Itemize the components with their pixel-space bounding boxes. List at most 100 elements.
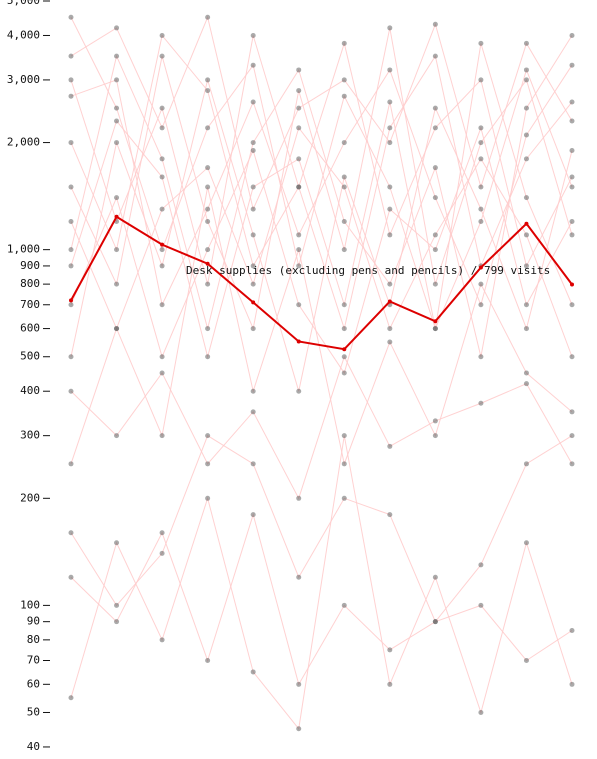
data-dot xyxy=(205,165,211,171)
data-dot xyxy=(523,370,529,376)
y-tick-label: 50 xyxy=(27,705,40,718)
data-dot xyxy=(205,354,211,360)
data-dot xyxy=(387,339,393,345)
data-dot xyxy=(205,495,211,501)
data-dot xyxy=(114,195,120,201)
data-dot xyxy=(114,25,120,31)
data-dot xyxy=(114,602,120,608)
data-dot xyxy=(296,302,302,308)
y-tick-label: 70 xyxy=(27,653,40,666)
data-dot xyxy=(387,99,393,105)
data-dot xyxy=(250,263,256,269)
data-dot xyxy=(387,281,393,287)
data-dot xyxy=(432,574,438,580)
data-dot xyxy=(341,326,347,332)
y-tick-label: 60 xyxy=(27,677,40,690)
background-line xyxy=(70,68,573,359)
highlight-label: Desk supplies (excluding pens and pencil… xyxy=(186,264,550,277)
data-dot xyxy=(205,261,210,266)
y-tick-label: 40 xyxy=(27,740,40,753)
data-dot xyxy=(296,184,302,190)
data-dot xyxy=(432,125,438,131)
data-dot xyxy=(478,354,484,360)
data-dot xyxy=(159,433,165,439)
data-dot xyxy=(114,619,120,625)
data-dot xyxy=(159,302,165,308)
data-dot xyxy=(432,21,438,27)
background-line xyxy=(70,77,573,392)
data-dot xyxy=(387,326,393,332)
data-dot xyxy=(250,147,256,153)
data-dot xyxy=(478,77,484,83)
data-dot xyxy=(296,67,302,73)
data-dot xyxy=(432,165,438,171)
data-dot xyxy=(341,174,347,180)
data-dot xyxy=(478,400,484,406)
data-dot xyxy=(250,32,256,38)
data-dot xyxy=(523,381,529,387)
data-dot xyxy=(68,695,74,701)
data-dot xyxy=(114,53,120,59)
data-dot xyxy=(69,298,73,303)
data-dot xyxy=(523,40,529,46)
data-dot xyxy=(569,354,575,360)
data-dot xyxy=(250,409,256,415)
data-dot xyxy=(68,388,74,394)
data-dot xyxy=(114,105,120,111)
data-dot xyxy=(114,77,120,83)
data-dot xyxy=(478,709,484,715)
data-dot xyxy=(523,540,529,546)
background-line xyxy=(70,186,573,466)
data-dot xyxy=(387,140,393,146)
data-dot xyxy=(250,232,256,238)
background-line xyxy=(70,15,573,211)
data-dot xyxy=(569,32,575,38)
data-dot xyxy=(478,602,484,608)
data-dot xyxy=(387,125,393,131)
data-dot xyxy=(341,93,347,99)
data-dot xyxy=(341,40,347,46)
data-dot xyxy=(250,206,256,212)
background-line xyxy=(70,27,573,331)
y-tick-label: 2,000 xyxy=(7,136,40,149)
data-dot xyxy=(159,174,165,180)
y-tick-label: 400 xyxy=(20,384,40,397)
data-dot xyxy=(432,281,438,287)
y-tick-label: 1,000 xyxy=(7,243,40,256)
data-dot xyxy=(296,574,302,580)
data-dot xyxy=(478,184,484,190)
data-dot xyxy=(341,140,347,146)
y-tick-label: 500 xyxy=(20,350,40,363)
y-tick-label: 5,000 xyxy=(7,0,40,7)
data-dot xyxy=(114,281,120,287)
data-dot xyxy=(68,530,74,536)
data-dot xyxy=(159,263,165,269)
background-line xyxy=(70,434,573,623)
data-dot xyxy=(387,299,392,304)
data-dot xyxy=(341,461,347,467)
data-dot xyxy=(114,540,120,546)
data-dot xyxy=(523,263,529,269)
data-dot xyxy=(159,125,165,131)
data-dot xyxy=(68,93,74,99)
data-dot xyxy=(523,461,529,467)
y-tick-label: 3,000 xyxy=(7,73,40,86)
background-line xyxy=(70,64,573,307)
background-line xyxy=(70,126,573,357)
y-tick-label: 600 xyxy=(20,322,40,335)
data-dot xyxy=(569,174,575,180)
y-tick-label: 900 xyxy=(20,259,40,272)
data-dot xyxy=(478,302,484,308)
data-dot xyxy=(68,461,74,467)
data-dot xyxy=(432,247,438,253)
data-dot xyxy=(159,354,165,360)
data-dot xyxy=(387,232,393,238)
data-dot xyxy=(250,669,256,675)
data-dot xyxy=(478,140,484,146)
data-dot xyxy=(341,77,347,83)
data-dot xyxy=(523,657,529,663)
data-dot xyxy=(159,32,165,38)
data-dot xyxy=(114,247,120,253)
y-tick-label: 90 xyxy=(27,615,40,628)
background-line xyxy=(70,34,573,268)
